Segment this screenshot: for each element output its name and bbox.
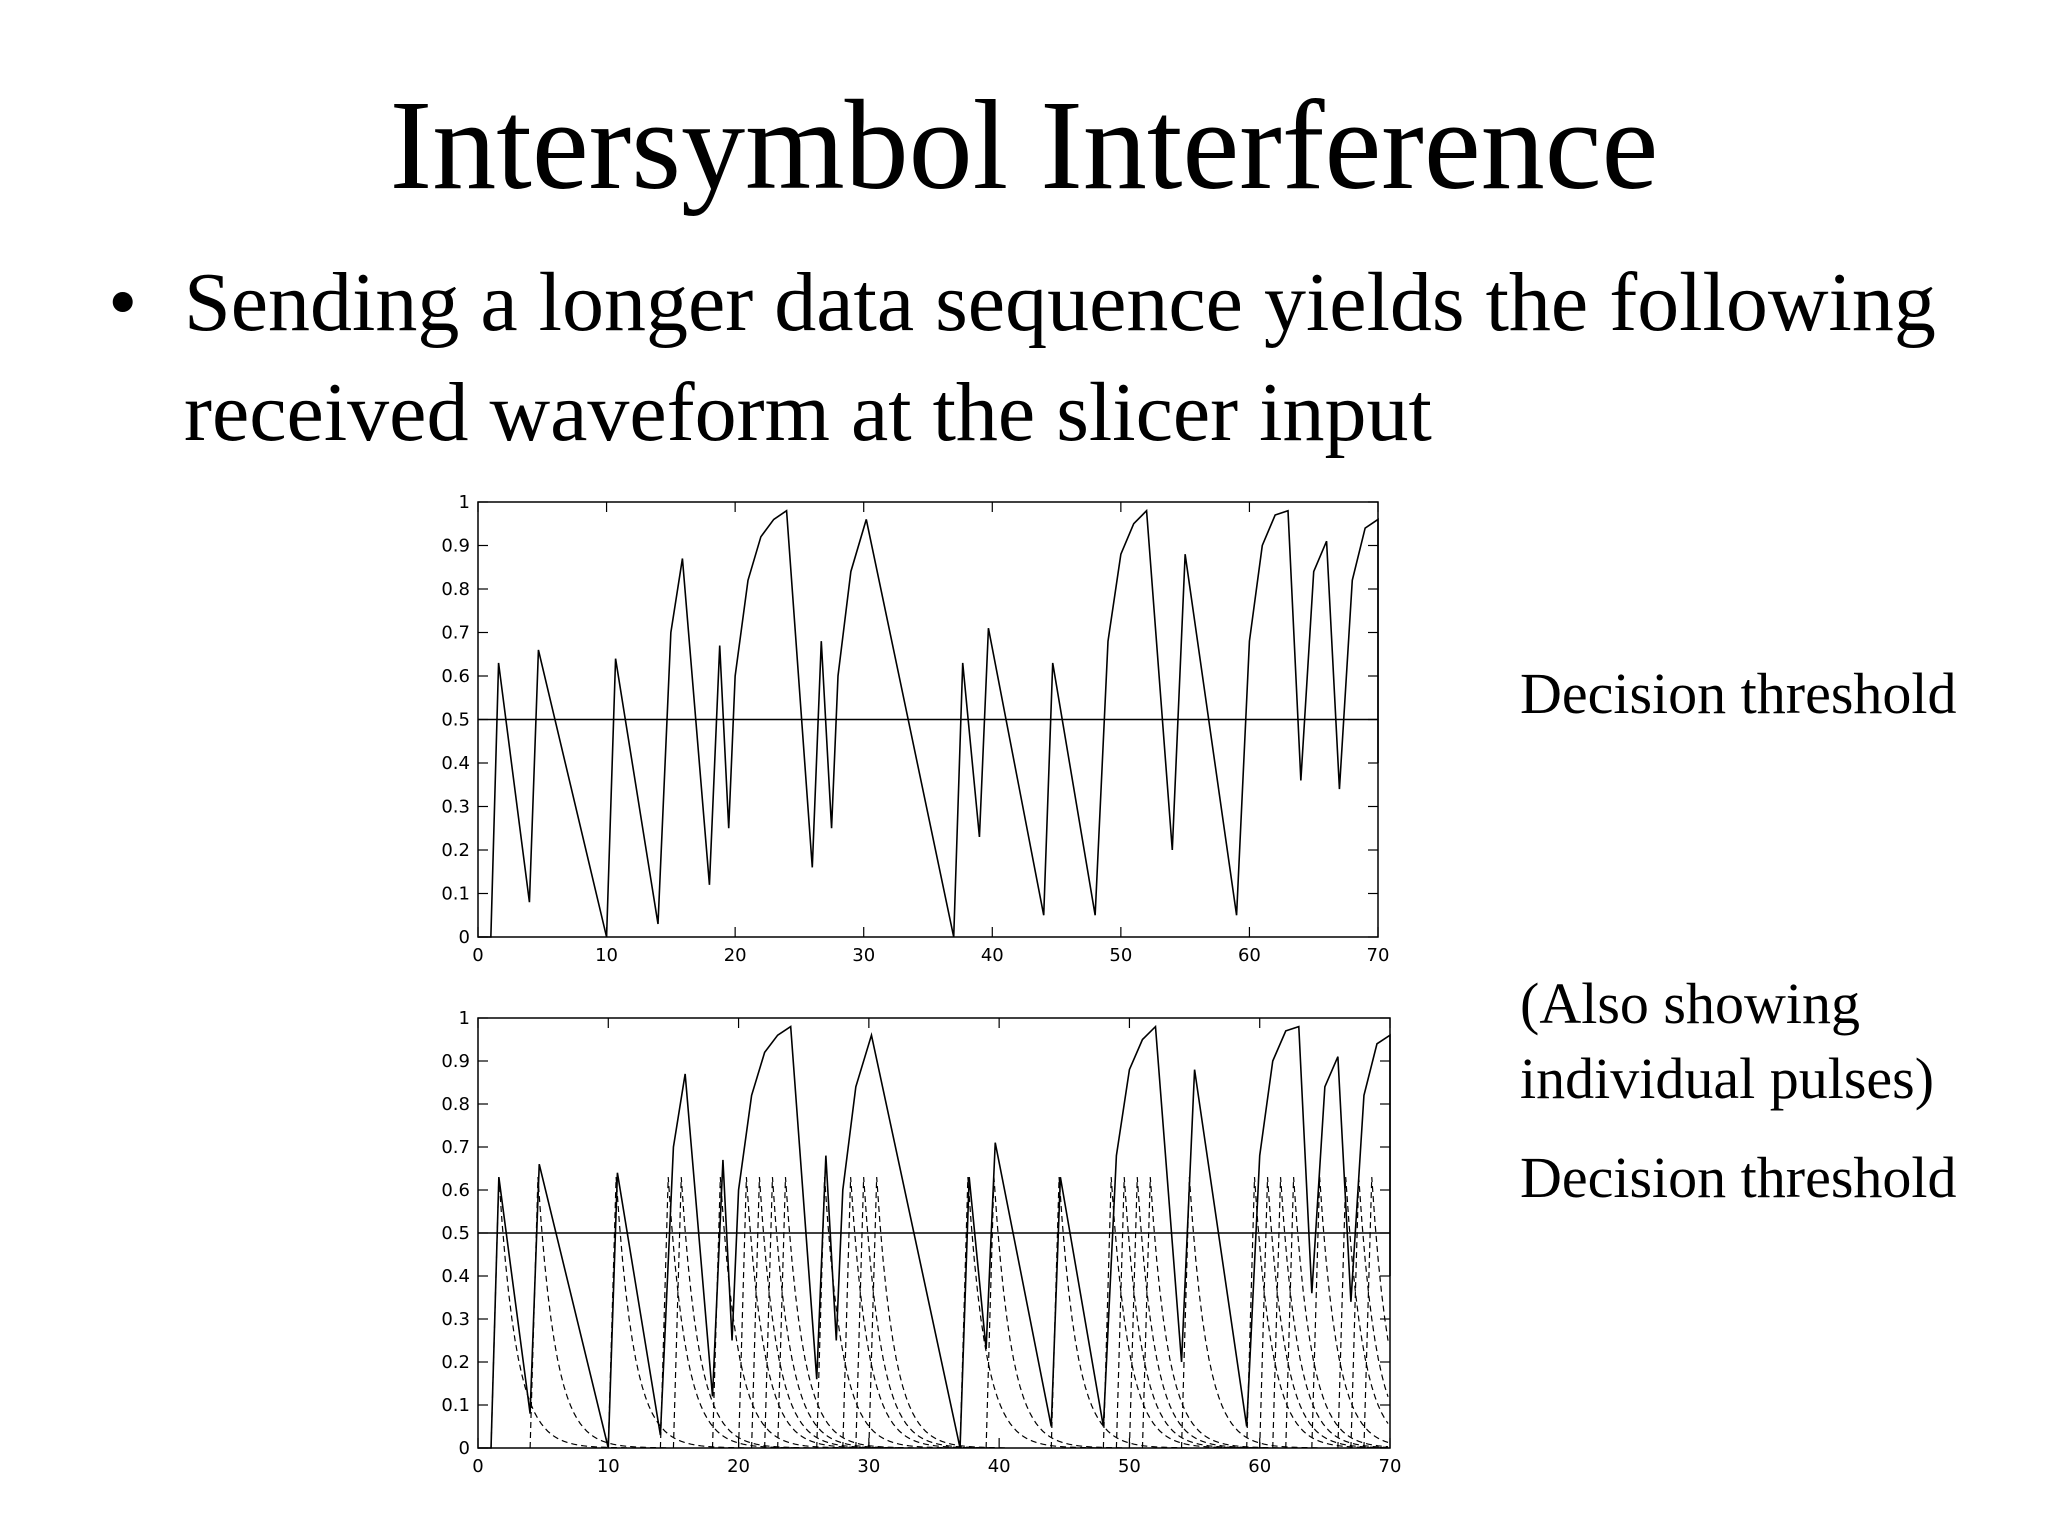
y-tick-label: 0.5: [441, 1223, 470, 1244]
individual-pulse-line: [1363, 1177, 1389, 1449]
y-tick-label: 0.5: [441, 710, 470, 731]
y-tick-label: 0.6: [441, 1180, 470, 1201]
individual-pulse-line: [868, 1177, 1007, 1449]
individual-pulse-line: [607, 1177, 747, 1449]
individual-pulse-line: [1128, 1177, 1268, 1449]
y-tick-label: 0.8: [441, 1094, 470, 1115]
x-tick-label: 70: [1379, 1456, 1402, 1477]
y-tick-label: 0.6: [441, 666, 470, 687]
individual-pulse-line: [1115, 1177, 1255, 1449]
x-tick-label: 0: [472, 945, 483, 966]
x-tick-label: 60: [1238, 945, 1261, 966]
x-tick-label: 40: [981, 945, 1004, 966]
y-tick-label: 0.3: [441, 797, 470, 818]
individual-pulse-line: [1337, 1177, 1389, 1449]
individual-pulse-line: [490, 1177, 630, 1449]
y-tick-label: 0.9: [441, 536, 470, 557]
bullet-dot-icon: •: [108, 256, 138, 349]
y-tick-label: 0.4: [441, 753, 470, 774]
individual-pulse-line: [816, 1177, 955, 1449]
y-tick-label: 0.2: [441, 840, 470, 861]
y-tick-label: 0.7: [441, 1137, 470, 1158]
individual-pulse-line: [959, 1177, 1099, 1449]
decision-threshold-label-top: Decision threshold: [1520, 661, 1957, 726]
y-tick-label: 0.9: [441, 1051, 470, 1072]
y-tick-label: 0: [459, 927, 470, 948]
x-tick-label: 10: [597, 1456, 620, 1477]
x-tick-label: 60: [1248, 1456, 1271, 1477]
individual-pulse-line: [711, 1177, 851, 1449]
individual-pulse-line: [1246, 1177, 1385, 1449]
x-tick-label: 50: [1109, 945, 1132, 966]
y-tick-label: 0.1: [441, 884, 470, 905]
y-tick-label: 0.3: [441, 1309, 470, 1330]
y-tick-label: 1: [459, 492, 470, 513]
decision-threshold-label-bottom: Decision threshold: [1520, 1145, 1957, 1210]
x-tick-label: 20: [727, 1456, 750, 1477]
individual-pulses-label: (Also showing individual pulses): [1520, 971, 1935, 1111]
y-tick-label: 0.7: [441, 623, 470, 644]
individual-pulse-line: [1102, 1177, 1242, 1449]
received-waveform-line: [478, 1024, 1391, 1449]
x-tick-label: 10: [595, 945, 618, 966]
individual-pulse-line: [777, 1177, 916, 1449]
individual-pulse-line: [1141, 1177, 1281, 1449]
x-tick-label: 40: [988, 1456, 1011, 1477]
individual-pulse-line: [1311, 1177, 1389, 1449]
x-tick-label: 30: [852, 945, 875, 966]
y-tick-label: 0.1: [441, 1395, 470, 1416]
x-tick-label: 70: [1367, 945, 1390, 966]
individual-pulse-line: [985, 1177, 1125, 1449]
bullet-text: Sending a longer data sequence yields th…: [184, 256, 1936, 459]
y-tick-label: 0.8: [441, 579, 470, 600]
individual-pulse-line: [1350, 1177, 1389, 1449]
y-tick-label: 0.4: [441, 1266, 470, 1287]
individual-pulse-line: [1050, 1177, 1190, 1449]
individual-pulse-line: [855, 1177, 994, 1449]
x-tick-label: 20: [724, 945, 747, 966]
slide-title: Intersymbol Interference: [389, 74, 1659, 216]
individual-pulse-line: [1285, 1177, 1389, 1449]
y-tick-label: 1: [459, 1008, 470, 1029]
individual-pulse-line: [842, 1177, 981, 1449]
y-tick-label: 0: [459, 1438, 470, 1459]
x-tick-label: 0: [472, 1456, 483, 1477]
individual-pulse-line: [1259, 1177, 1389, 1449]
x-tick-label: 30: [857, 1456, 880, 1477]
individual-pulse-line: [659, 1177, 799, 1449]
y-tick-label: 0.2: [441, 1352, 470, 1373]
individual-pulse-line: [764, 1177, 903, 1449]
received-waveform-line: [478, 508, 1379, 938]
x-tick-label: 50: [1118, 1456, 1141, 1477]
individual-pulse-line: [1180, 1177, 1320, 1449]
individual-pulse-line: [529, 1177, 669, 1449]
individual-pulse-line: [672, 1177, 812, 1449]
individual-pulse-line: [737, 1177, 877, 1449]
individual-pulse-line: [751, 1177, 890, 1449]
